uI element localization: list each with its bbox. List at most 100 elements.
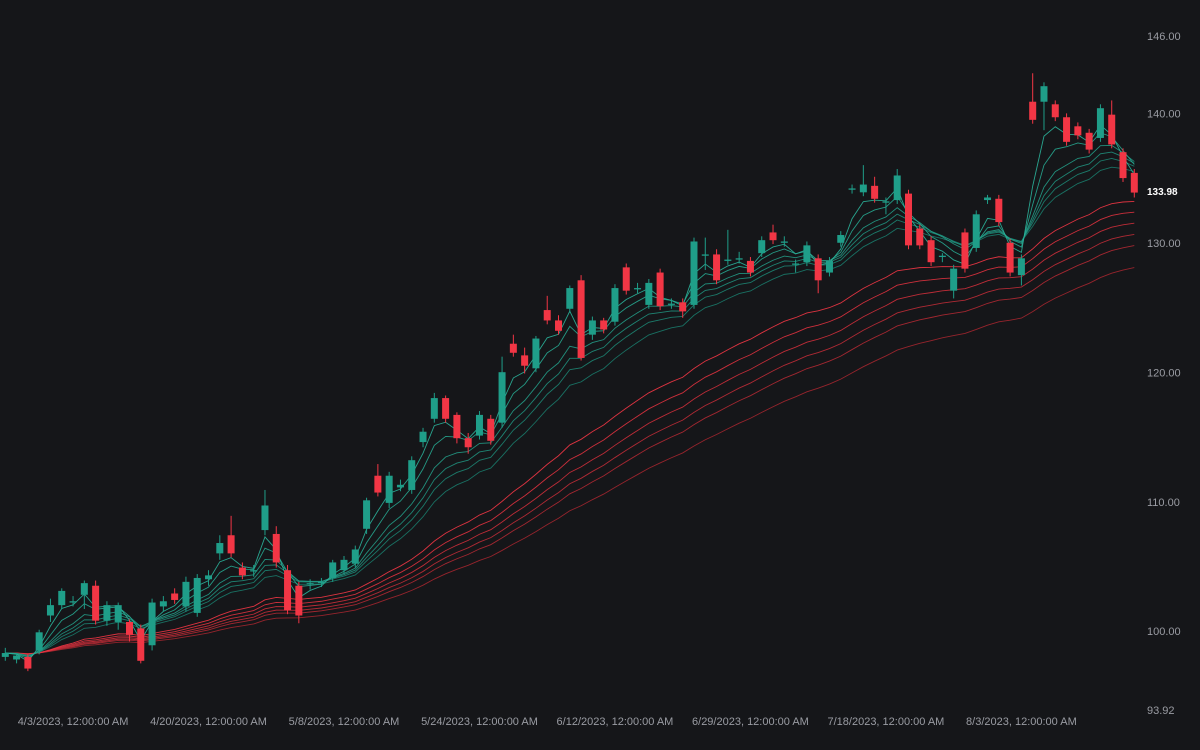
candle-body [882,201,890,203]
x-tick-label: 5/8/2023, 12:00:00 AM [289,716,400,728]
candle-body [848,188,856,190]
y-tick-label: 93.92 [1147,705,1175,717]
x-tick-label: 6/12/2023, 12:00:00 AM [557,716,674,728]
candle-body [125,621,133,635]
candle-body [385,475,393,503]
candle-body [103,605,111,621]
x-tick-label: 8/3/2023, 12:00:00 AM [966,716,1077,728]
candle-body [227,535,235,554]
candle-body [566,288,574,309]
y-tick-label: 140.00 [1147,109,1181,121]
candle-body [430,398,438,419]
x-tick-label: 5/24/2023, 12:00:00 AM [421,716,538,728]
candles [1,73,1138,672]
candle-body [825,260,833,273]
candle-body [972,214,980,248]
candle-body [419,431,427,443]
candle-body [24,656,32,669]
candle-body [340,559,348,571]
moving-average-line [5,166,1135,656]
candle-body [961,232,969,269]
candle-body [238,567,246,576]
candle-body [916,228,924,246]
candle-body [814,258,822,281]
candle-body [837,235,845,243]
candle-body [588,320,596,335]
candle-body [46,605,54,616]
candle-body [622,267,630,291]
candle-body [893,175,901,201]
moving-average-line [5,200,1135,655]
candle-body [137,628,145,661]
candle-body [679,302,687,312]
candle-body [871,185,879,199]
moving-average-line [5,151,1135,657]
candle-body [363,500,371,529]
moving-average-line [5,233,1135,655]
candle-body [724,259,732,261]
candle-body [284,570,292,611]
candle-body [611,288,619,322]
candle-body [995,198,1003,223]
candle-body [690,241,698,305]
candle-body [1130,172,1138,193]
candle-body [295,585,303,616]
moving-average-line [5,245,1135,655]
x-tick-label: 4/3/2023, 12:00:00 AM [18,716,129,728]
candle-body [792,263,800,265]
last-price-label: 133.98 [1147,187,1178,198]
candle-body [374,475,382,493]
candle-body [453,414,461,439]
candle-body [408,460,416,490]
candle-body [769,232,777,241]
moving-average-line [5,211,1135,655]
candle-body [746,260,754,273]
y-tick-label: 130.00 [1147,238,1181,250]
candle-body [69,601,77,603]
candle-body [543,310,551,321]
y-tick-label: 100.00 [1147,626,1181,638]
candle-body [80,583,88,595]
candle-body [1051,104,1059,118]
moving-averages [5,124,1135,663]
candle-body [927,240,935,263]
candle-body [182,581,190,607]
candle-body [13,655,21,660]
candle-body [475,414,483,436]
candle-body [261,505,269,531]
moving-average-line [5,144,1135,658]
x-tick-label: 7/18/2023, 12:00:00 AM [828,716,945,728]
candle-body [329,562,337,578]
candle-body [1074,126,1082,136]
candle-body [487,418,495,441]
candle-body [159,601,167,607]
x-tick-label: 4/20/2023, 12:00:00 AM [150,716,267,728]
candle-body [780,241,788,243]
moving-average-line [5,222,1135,655]
candle-body [114,605,122,622]
candle-body [498,372,506,423]
x-tick-label: 6/29/2023, 12:00:00 AM [692,716,809,728]
candle-body [1040,86,1048,102]
candle-body [667,303,675,305]
candle-body [1,653,9,657]
candle-body [216,543,224,554]
candle-body [532,338,540,369]
candle-body [250,570,258,572]
candle-body [984,197,992,201]
y-tick-label: 110.00 [1147,497,1180,509]
candle-body [1006,242,1014,273]
candle-body [758,240,766,254]
candle-body [317,581,325,584]
candle-body [555,320,563,331]
candle-body [1108,114,1116,145]
y-tick-label: 120.00 [1147,367,1181,379]
candle-body [509,343,517,353]
candle-body [656,272,664,307]
candle-body [464,438,472,448]
candle-body [35,632,43,651]
candle-body [713,254,721,281]
candle-body [1063,117,1071,142]
